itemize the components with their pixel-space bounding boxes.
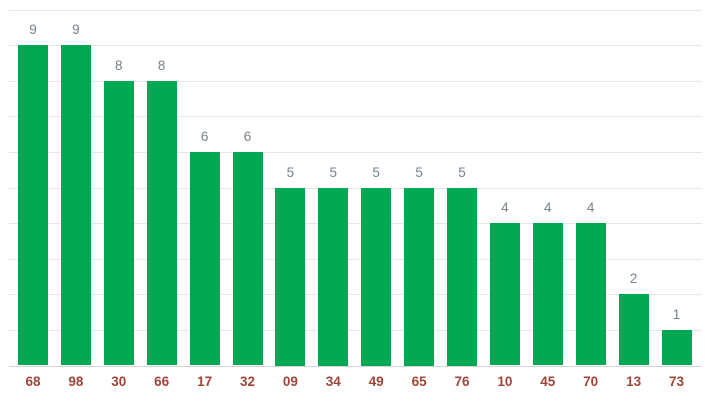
gridline: [9, 45, 702, 47]
bar-value-label: 5: [415, 164, 423, 180]
bar: [18, 45, 48, 366]
bar: [232, 151, 263, 366]
x-axis-label: 68: [25, 374, 41, 389]
bar: [318, 187, 349, 366]
x-axis-label: 49: [368, 374, 384, 389]
gridline: [9, 151, 702, 153]
gridline: [9, 329, 702, 331]
bar: [404, 187, 435, 366]
bar: [489, 223, 520, 366]
gridline: [9, 223, 702, 225]
bar-value-label: 4: [501, 200, 509, 216]
x-axis-label: 73: [668, 374, 685, 389]
x-axis-line: [9, 365, 702, 367]
bar-value-label: 9: [72, 22, 80, 38]
x-axis-label: 65: [411, 374, 427, 389]
gridline: [9, 116, 702, 118]
x-axis-label: 34: [325, 374, 341, 389]
gridline: [9, 80, 702, 82]
bar: [661, 329, 692, 366]
gridline: [9, 9, 702, 11]
bar-value-label: 6: [243, 128, 252, 144]
bar-value-label: 1: [672, 306, 681, 322]
x-axis-label: 70: [583, 374, 599, 389]
x-axis-label: 13: [626, 374, 642, 389]
bar-value-label: 4: [586, 200, 595, 216]
bar: [275, 187, 306, 366]
x-axis-label: 98: [68, 374, 84, 389]
x-axis-label: 09: [282, 374, 298, 389]
gridline: [9, 258, 702, 260]
bar-value-label: 9: [29, 22, 37, 38]
bar-value-label: 4: [544, 200, 552, 216]
x-axis-label: 66: [154, 374, 170, 389]
gridline: [9, 187, 702, 189]
bar-value-label: 5: [286, 164, 295, 180]
x-axis-label: 30: [111, 374, 127, 389]
bar: [532, 223, 563, 366]
bar: [575, 223, 606, 366]
gridline: [9, 294, 702, 296]
bar: [189, 151, 220, 366]
bar: [146, 80, 177, 366]
bar: [103, 80, 134, 366]
bar: [361, 187, 392, 366]
x-axis-label: 10: [497, 374, 513, 389]
bar-value-label: 5: [329, 164, 338, 180]
x-axis-label: 32: [239, 374, 256, 389]
bar-value-label: 6: [200, 128, 209, 144]
bar-value-label: 8: [157, 57, 166, 73]
bar: [447, 187, 477, 366]
bar-value-label: 8: [115, 57, 123, 73]
bar: [618, 294, 649, 366]
x-axis-label: 76: [454, 374, 470, 389]
bar-value-label: 2: [629, 271, 638, 287]
x-axis-label: 17: [197, 374, 213, 389]
bar: [60, 45, 91, 366]
bar-value-label: 5: [372, 164, 380, 180]
x-axis-label: 45: [540, 374, 556, 389]
bar-value-label: 5: [458, 164, 466, 180]
